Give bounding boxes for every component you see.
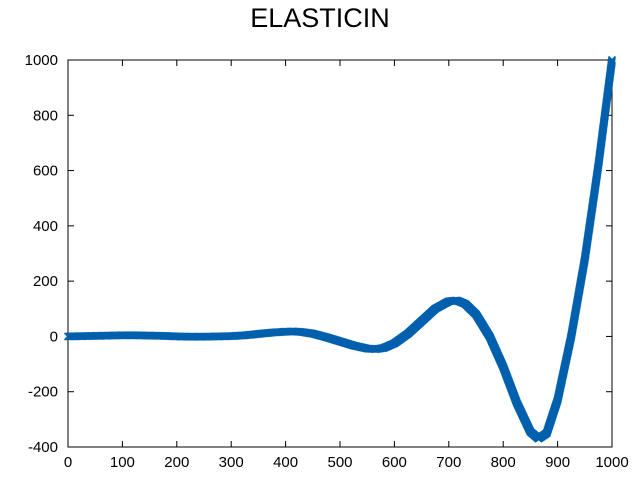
y-tick-label: 800: [33, 107, 58, 124]
x-tick-label: 900: [545, 454, 570, 471]
x-axis: 0 100 200 300 400 500 600 700 800 900 1000: [64, 60, 629, 471]
y-tick-label: 400: [33, 218, 58, 235]
x-tick-label: 500: [327, 454, 352, 471]
y-tick-label: 1000: [25, 52, 58, 69]
x-tick-label: 1000: [595, 454, 628, 471]
x-tick-label: 400: [273, 454, 298, 471]
x-tick-label: 300: [219, 454, 244, 471]
x-tick-label: 0: [64, 454, 72, 471]
y-tick-label: -200: [28, 384, 58, 401]
x-tick-label: 200: [164, 454, 189, 471]
x-tick-label: 600: [382, 454, 407, 471]
y-tick-label: -400: [28, 439, 58, 456]
data-series: [63, 55, 617, 443]
chart-title: ELASTICIN: [250, 3, 390, 33]
x-tick-label: 800: [491, 454, 516, 471]
data-point: [607, 55, 617, 65]
y-tick-label: 200: [33, 273, 58, 290]
x-tick-label: 700: [436, 454, 461, 471]
x-tick-label: 100: [110, 454, 135, 471]
y-tick-label: 600: [33, 163, 58, 180]
plot-area-frame: [67, 59, 613, 448]
y-tick-label: 0: [50, 328, 58, 345]
y-axis: -400 -200 0 200 400 600 800 1000: [25, 52, 612, 456]
